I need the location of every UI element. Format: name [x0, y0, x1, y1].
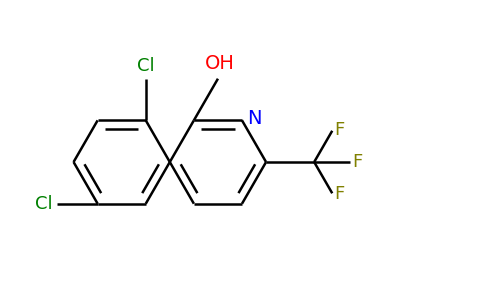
Text: N: N	[247, 109, 262, 128]
Text: F: F	[334, 121, 344, 139]
Text: OH: OH	[205, 54, 235, 73]
Text: F: F	[352, 153, 363, 171]
Text: Cl: Cl	[137, 57, 154, 75]
Text: F: F	[334, 185, 344, 203]
Text: Cl: Cl	[35, 195, 53, 213]
